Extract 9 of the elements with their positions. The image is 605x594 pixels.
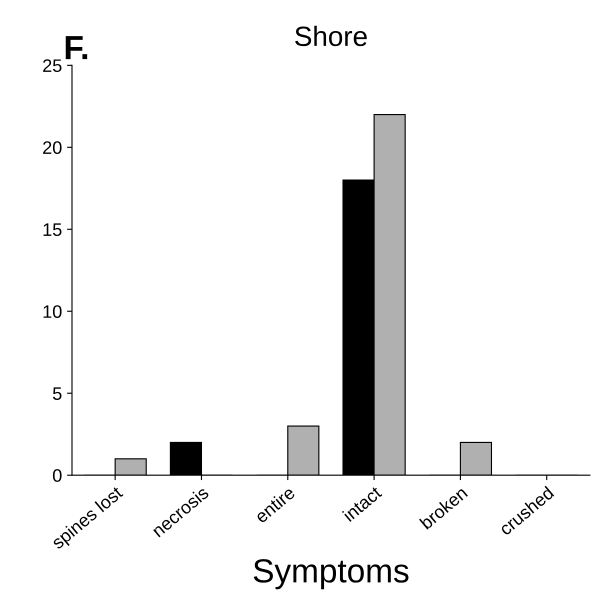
y-tick-label: 15 bbox=[44, 223, 62, 236]
y-tick-label: 25 bbox=[43, 59, 62, 72]
y-tick-label: 20 bbox=[43, 141, 62, 154]
y-tick-label: 5 bbox=[52, 387, 62, 400]
y-tick-label: 10 bbox=[44, 305, 62, 318]
chart-title: Shore bbox=[295, 26, 367, 46]
y-tick-label: 0 bbox=[52, 469, 62, 482]
x-axis-title: Symptoms bbox=[254, 559, 408, 590]
text: F. bbox=[66, 36, 88, 60]
